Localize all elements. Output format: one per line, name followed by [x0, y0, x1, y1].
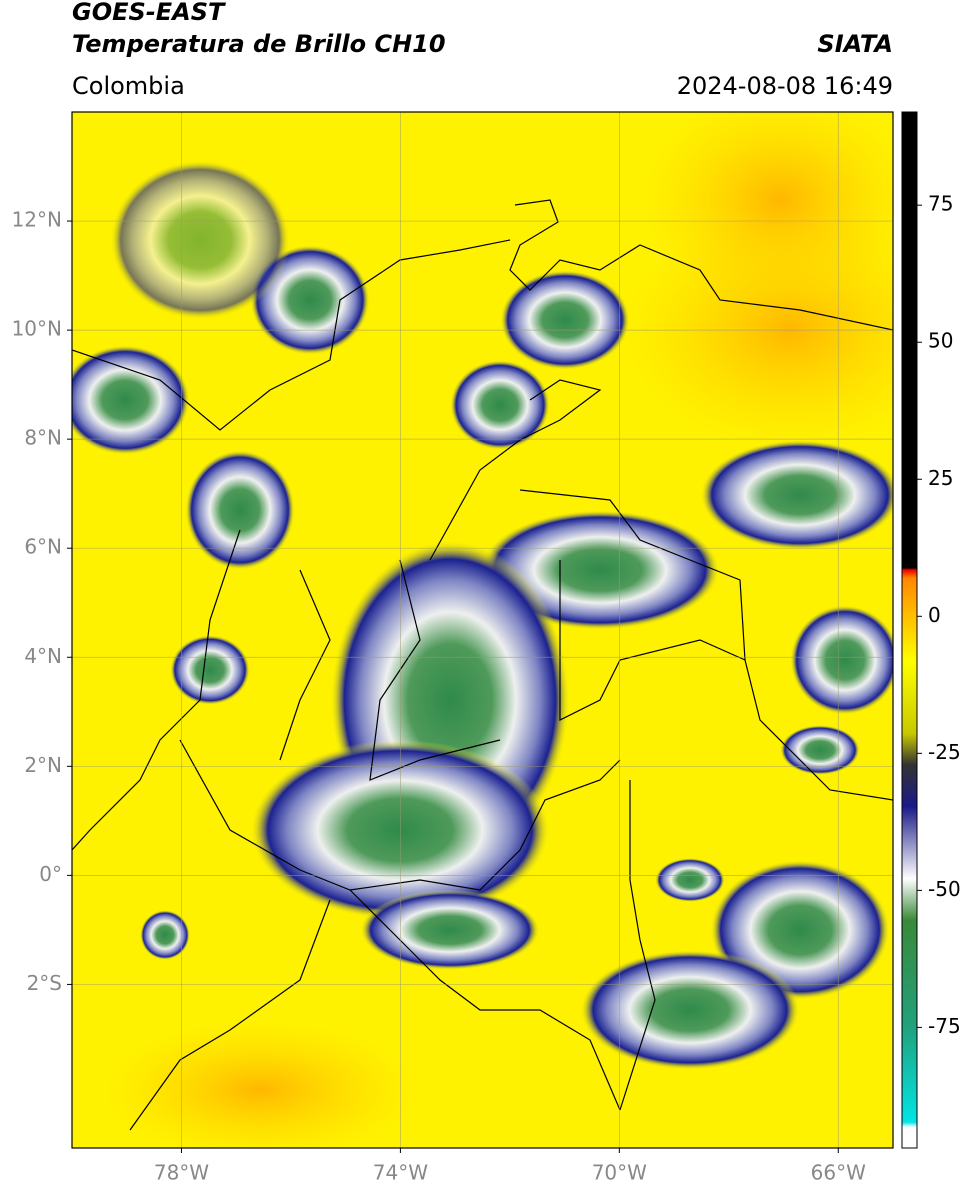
- lon-tick-label: 78°W: [154, 1161, 209, 1185]
- product: Temperatura de Brillo CH10: [72, 30, 446, 58]
- colorbar-tick-label: -25: [928, 740, 961, 764]
- colorbar: [901, 111, 918, 1149]
- map-image: [72, 112, 893, 1148]
- colorbar-tick-label: 0: [928, 603, 941, 627]
- source: SIATA: [817, 30, 893, 58]
- colorbar-tick-label: 50: [928, 329, 953, 353]
- lat-tick-label: 2°S: [27, 971, 62, 995]
- lon-tick-label: 70°W: [592, 1161, 647, 1185]
- lat-tick-label: 10°N: [12, 317, 62, 341]
- colorbar-tick-label: 25: [928, 466, 953, 490]
- region: Colombia: [72, 72, 185, 100]
- lon-tick-label: 74°W: [373, 1161, 428, 1185]
- map-frame: [71, 111, 894, 1149]
- lat-tick-label: 6°N: [24, 535, 62, 559]
- colorbar-tick-label: -75: [928, 1014, 961, 1038]
- lat-tick-label: 12°N: [12, 208, 62, 232]
- lat-tick-label: 4°N: [24, 644, 62, 668]
- lat-tick-label: 2°N: [24, 753, 62, 777]
- lon-tick-label: 66°W: [811, 1161, 866, 1185]
- lat-tick-label: 0°: [39, 862, 62, 886]
- datetime: 2024-08-08 16:49: [677, 72, 893, 100]
- colorbar-tick-label: -50: [928, 877, 961, 901]
- satellite: GOES-EAST: [72, 0, 226, 26]
- colorbar-tick-label: 75: [928, 192, 953, 216]
- lat-tick-label: 8°N: [24, 426, 62, 450]
